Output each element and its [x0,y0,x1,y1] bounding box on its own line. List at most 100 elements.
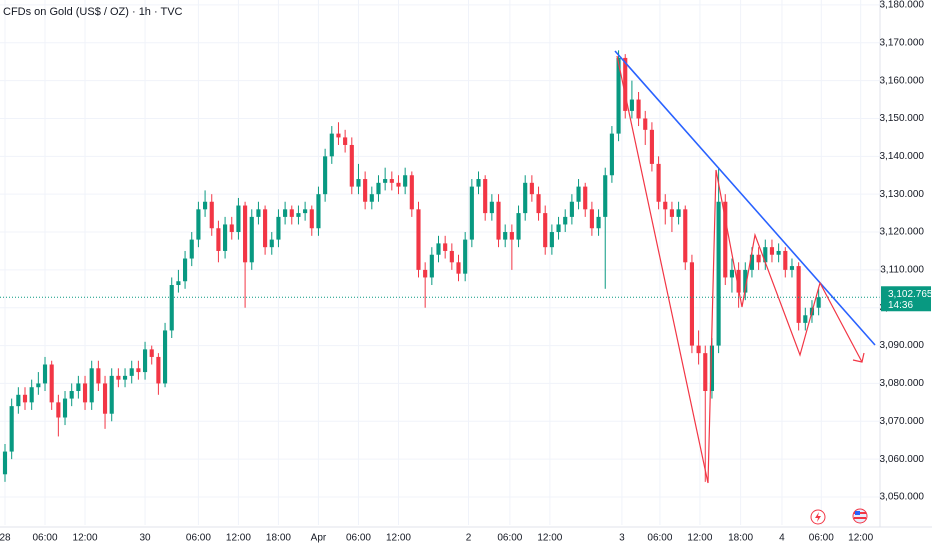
candle-body [162,330,168,384]
candle-body [803,315,808,323]
chart-title: CFDs on Gold (US$ / OZ) · 1h · TVC [3,6,183,18]
candle-body [169,285,174,331]
candle-body [796,266,801,323]
candle-body [156,356,161,384]
candle-body [669,209,674,217]
x-tick-label: 12:00 [537,533,562,544]
candle-body [709,345,715,392]
candle-body [696,345,701,354]
candle-body [656,163,661,202]
candle-body [429,254,434,278]
candle-body [643,118,648,130]
flag-stripe [854,517,866,519]
candle-body [283,209,288,217]
candle-body [549,232,554,248]
x-tick-label: 12:00 [848,533,873,544]
candle-body [129,368,134,376]
x-tick-label: 06:00 [809,533,834,544]
candle-body [763,247,768,263]
candle-body [629,99,634,111]
candle-body [229,224,234,233]
candle-body [223,224,228,251]
drawings [614,50,876,484]
arrow-head [852,352,865,363]
x-tick-label: 12:00 [687,533,712,544]
candle-body [729,269,735,278]
candle-body [816,297,821,308]
candle-body [276,216,281,240]
candle-body [676,209,681,217]
candle-body [149,349,154,357]
last-price-label: 3,102.765 [888,289,932,300]
candle-body [689,262,694,346]
candle-body [316,194,321,229]
candle-body [749,254,755,270]
candle-body [363,179,368,202]
candle-body [569,201,574,217]
candle-body [596,216,601,229]
candle-body [42,364,48,384]
flag-canton [855,511,860,515]
candle-body [16,394,21,407]
candle-body [783,250,788,270]
x-tick-label: 3 [619,533,625,544]
candle-body [703,353,708,392]
candle-body [396,182,401,187]
candle-body [623,57,628,111]
candle-body [9,406,14,452]
candle-body [336,133,341,138]
last-price-box [881,286,931,312]
candle-body [416,209,421,270]
candle-body [116,375,121,380]
candle-body [649,129,654,164]
candle-body [256,209,261,217]
candle-body [723,201,728,278]
candle-body [296,213,301,217]
candle-body [403,175,408,187]
y-tick-label: 3,090.000 [880,340,925,351]
candle-body [36,383,41,388]
candle-body [583,186,588,210]
x-tick-label: 06:00 [647,533,672,544]
candle-body [62,398,68,418]
candle-body [776,250,781,255]
candle-body [349,144,354,187]
candle-body [343,137,348,145]
candle-body [529,182,534,195]
candle-body [663,201,668,210]
x-tick-label: 2 [466,533,472,544]
zigzag [616,55,863,484]
candle-body [576,186,581,202]
candle-body [449,250,454,263]
candle-body [616,57,621,134]
candle-body [496,201,501,240]
y-tick-label: 3,140.000 [880,151,925,162]
y-tick-label: 3,180.000 [880,0,925,11]
candle-body [82,383,88,403]
candle-body [263,209,268,248]
x-tick-label: 4 [779,533,785,544]
candle-body [756,254,761,263]
candle-body [743,269,748,293]
candle-body [356,179,361,187]
candle-body [22,394,28,403]
candle-body [716,201,721,346]
candle-body [636,99,641,119]
candle-body [736,269,741,293]
candle-body [589,209,594,229]
x-tick-label: 28 [0,533,11,544]
candle-body [769,247,775,255]
countdown-label: 14:36 [888,300,913,311]
x-tick-label: 30 [139,533,151,544]
candle-body [376,182,381,195]
y-tick-label: 3,060.000 [880,454,925,465]
candle-body [369,194,374,202]
candle-body [563,216,568,225]
x-tick-label: 18:00 [266,533,291,544]
candle-body [183,258,188,282]
candle-body [249,216,254,263]
y-tick-label: 3,160.000 [880,75,925,86]
y-tick-label: 3,080.000 [880,378,925,389]
